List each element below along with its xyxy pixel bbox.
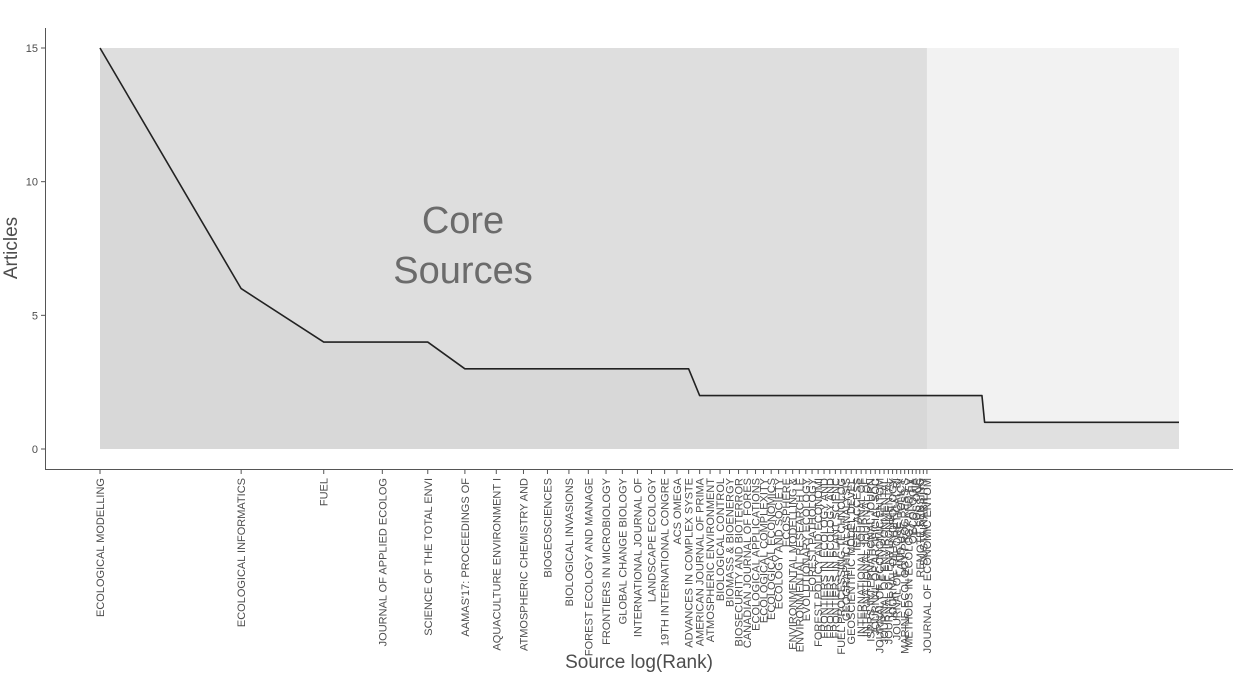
x-tick-label: AAMAS'17: PROCEEDINGS OF (460, 478, 472, 637)
x-tick-label: LAND USE POLICY (896, 477, 908, 576)
y-tick-label: 0 (32, 444, 38, 456)
x-tick-label: JOURNAL OF THEORETICAL BI (892, 478, 904, 640)
x-tick-label: ECOLOGICAL ECONOMICS (766, 478, 778, 620)
y-axis-title: Articles (1, 217, 22, 279)
x-tick-label: FUEL (319, 478, 331, 506)
y-tick-label: 5 (32, 310, 38, 322)
x-tick-label: ADVANCES IN COMPLEX SYSTE (684, 478, 696, 648)
x-tick-label: ISPRS INTERNATIONAL JOURN (866, 478, 878, 642)
x-tick-label: ENVIRONMENTAL RESEARCH LE (794, 478, 806, 652)
x-tick-label: JOURNAL OF ARTIFICIAL SOC (870, 478, 882, 635)
x-tick-label: ACS OMEGA (672, 477, 684, 544)
x-tick-label: ECOLOGICAL APPLICATIONS (751, 478, 763, 631)
x-tick-label: FOREST POLICY AND ECONOMI (813, 478, 825, 647)
x-tick-label: GEOGRAPHICAL ANALYSIS (841, 478, 853, 621)
x-tick-label: BIOGEOSCIENCES (542, 478, 554, 578)
core-label-line-2: Sources (393, 250, 532, 292)
x-tick-label: JOURNAL OF ENVIRONMENTAL (879, 478, 891, 644)
x-tick-label: EVOLUTIONARY ECOLOGY (801, 477, 813, 621)
x-tick-label: PLOS ONE (911, 478, 923, 534)
x-tick-label: AQUACULTURE ENVIRONMENT I (491, 478, 503, 651)
x-tick-label: JOURNAL OF ECONOMIC ENTOM (875, 478, 887, 653)
x-tick-label: FRONTIERS IN ECOLOGY AND (825, 478, 837, 639)
core-sources-annotation: Core Sources (393, 200, 532, 292)
x-tick-label: SUSTAINABILITY (918, 477, 930, 565)
x-tick-label: FRONTIERS IN PLANT SCIENC (830, 478, 842, 639)
x-tick-label: REMOTE SENSING (915, 478, 927, 578)
x-tick-label: INTERNATIONAL JOURNAL OF (861, 478, 873, 637)
x-tick-label: JOURNAL OF ENVIRONMENTAL (883, 478, 895, 644)
x-tick-label: GEOSCIENTIFIC MODEL DEVEL (846, 478, 858, 644)
x-tick-label: ECOLOGICAL INFORMATICS (236, 478, 248, 627)
x-tick-label: FRONTIERS IN ECOLOGY AND (819, 478, 831, 639)
x-tick-label: JOURNAL OF APPLIED ECOLOG (377, 478, 389, 646)
x-tick-label: JOURNAL OF HYDROLOGY (888, 477, 900, 620)
x-tick-label: FOREST PATHOLOGY (807, 477, 819, 592)
x-tick-label: IEEE ACCESS (851, 478, 863, 551)
x-tick-label: ATMOSPHERIC CHEMISTRY AND (518, 478, 530, 651)
line-layer (99, 47, 1179, 424)
x-tick-label: INTERNATIONAL JOURNAL OF (856, 478, 868, 637)
x-tick-label: ENVIRONMENTAL MODELLING & (788, 477, 800, 649)
x-tick-label: ECOLOGY AND SOCIETY (774, 477, 786, 609)
x-tick-label: OECOLOGIA (907, 477, 919, 544)
x-tick-label: FOREST ECOLOGY AND MANAGE (583, 478, 595, 656)
area-layer (100, 48, 1179, 449)
articles-line (99, 47, 1179, 424)
axes (45, 28, 1233, 470)
x-tick-label: BIOMASS & BIOENERGY (724, 477, 736, 607)
x-axis-title: Source log(Rank) (565, 652, 713, 673)
y-tick-label: 10 (26, 177, 38, 189)
x-tick-label: CANADIAN JOURNAL OF FORES (742, 478, 754, 648)
x-tick-label: BIOLOGICAL INVASIONS (564, 478, 576, 606)
x-tick-label: BIOSECURITY AND BIOTERROR (734, 478, 746, 647)
x-tick-label: INTERNATIONAL JOURNAL OF (632, 478, 644, 637)
articles-area (100, 48, 1179, 449)
x-tick-label: METHODS IN ECOLOGY AND EV (904, 477, 916, 647)
x-tick-label: AMERICAN JOURNAL OF PRIMA (695, 477, 707, 646)
x-tick-label: ECOSPHERE (781, 478, 793, 547)
x-tick-label: 19TH INTERNATIONAL CONGRE (660, 478, 672, 646)
x-tick-label: FRONTIERS IN MICROBIOLOGY (601, 477, 613, 645)
x-tick-label: MARINE ECOLOGY PROGRESS S (900, 478, 912, 654)
y-ticks: 0 5 10 15 (26, 43, 45, 456)
x-ticks: ECOLOGICAL MODELLING ECOLOGICAL INFORMATI… (95, 470, 934, 656)
core-label-line-1: Core (422, 200, 504, 242)
x-tick-label: FUEL PROCESSING TECHNOLOG (836, 478, 848, 655)
y-tick-label: 15 (26, 43, 38, 55)
x-tick-label: LANDSCAPE ECOLOGY (646, 477, 658, 602)
x-tick-label: ECOLOGICAL MODELLING (95, 478, 107, 617)
x-tick-label: SCIENCE OF THE TOTAL ENVI (423, 478, 435, 636)
x-tick-label: GLOBAL CHANGE BIOLOGY (617, 477, 629, 624)
x-tick-label: BIOLOGICAL CONTROL (715, 478, 727, 601)
x-tick-label: ATMOSPHERIC ENVIRONMENT (705, 478, 717, 642)
x-tick-label: ECOLOGICAL COMPLEXITY (759, 477, 771, 623)
x-tick-label: JOURNAL OF ECONOMIC ENTOM (922, 478, 934, 653)
